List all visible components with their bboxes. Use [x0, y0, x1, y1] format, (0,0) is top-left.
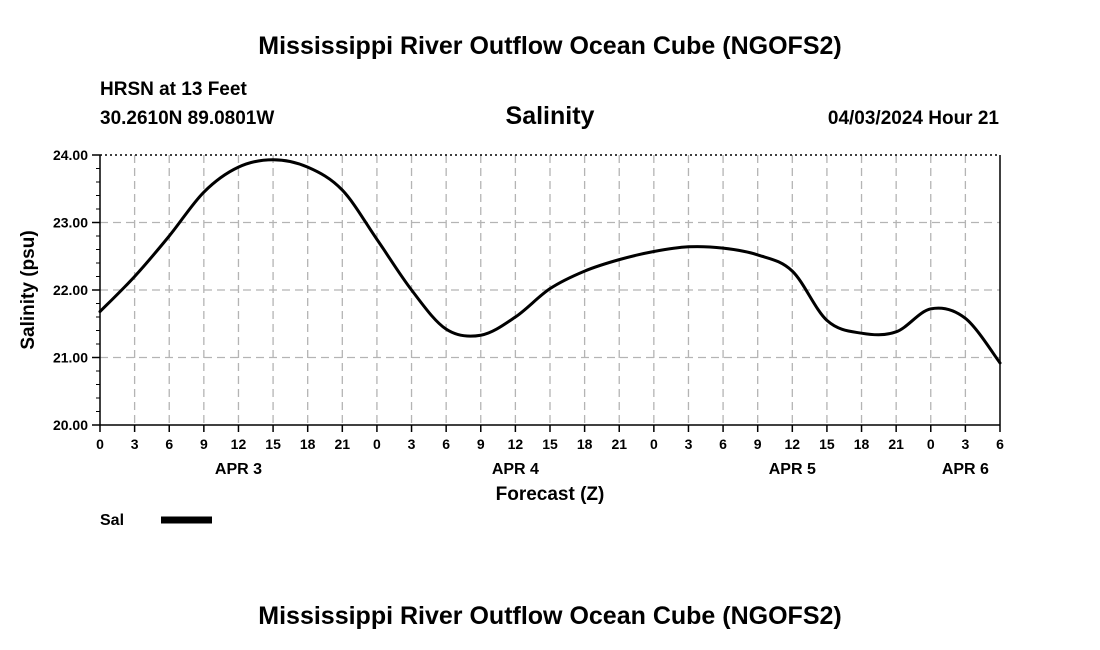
grid-layer	[100, 155, 1000, 425]
legend-label: Sal	[100, 512, 124, 529]
x-tick-label: 6	[165, 436, 173, 452]
forecast-timestamp: 04/03/2024 Hour 21	[828, 108, 1000, 129]
x-axis-label: Forecast (Z)	[496, 484, 605, 505]
x-tick-label: 0	[96, 436, 104, 452]
y-axis-label: Salinity (psu)	[18, 230, 39, 349]
legend: Sal	[100, 512, 212, 529]
x-tick-label: 18	[577, 436, 593, 452]
x-tick-label: 3	[961, 436, 969, 452]
x-tick-label: 9	[477, 436, 485, 452]
x-tick-label: 6	[442, 436, 450, 452]
y-tick-label: 21.00	[53, 350, 88, 366]
station-label: HRSN at 13 Feet	[100, 79, 247, 100]
x-tick-label: 21	[611, 436, 627, 452]
chart-bottom-title: Mississippi River Outflow Ocean Cube (NG…	[258, 602, 841, 630]
day-label: APR 3	[215, 461, 262, 478]
x-tick-label: 0	[927, 436, 935, 452]
x-tick-label: 15	[265, 436, 281, 452]
x-tick-label: 12	[785, 436, 801, 452]
x-tick-label: 9	[754, 436, 762, 452]
day-label: APR 4	[492, 461, 539, 478]
day-label: APR 5	[769, 461, 816, 478]
day-label: APR 6	[942, 461, 989, 478]
x-tick-label: 21	[888, 436, 904, 452]
series-line-sal	[98, 158, 1002, 365]
y-tick-label: 22.00	[53, 282, 88, 298]
x-tick-label: 15	[542, 436, 558, 452]
x-tick-label: 12	[231, 436, 247, 452]
x-tick-label: 6	[996, 436, 1004, 452]
x-tick-label: 18	[300, 436, 316, 452]
x-tick-label: 15	[819, 436, 835, 452]
chart-title: Salinity	[506, 102, 595, 130]
axis-layer: 20.00 21.00 22.00 23.00 24.00 0 3 6 9 12 15 18 21 0 3 6…	[53, 147, 1004, 478]
x-tick-label: 12	[508, 436, 524, 452]
x-tick-label: 9	[200, 436, 208, 452]
x-tick-label: 0	[650, 436, 658, 452]
series-layer	[98, 158, 1002, 365]
x-tick-label: 0	[373, 436, 381, 452]
coordinates-label: 30.2610N 89.0801W	[100, 108, 274, 129]
y-tick-label: 23.00	[53, 215, 88, 231]
x-tick-label: 21	[335, 436, 351, 452]
x-tick-label: 18	[854, 436, 870, 452]
x-tick-label: 3	[408, 436, 416, 452]
y-tick-label: 20.00	[53, 417, 88, 433]
y-tick-label: 24.00	[53, 147, 88, 163]
chart-top-title: Mississippi River Outflow Ocean Cube (NG…	[258, 32, 841, 60]
x-tick-label: 3	[685, 436, 693, 452]
x-tick-label: 3	[131, 436, 139, 452]
x-tick-label: 6	[719, 436, 727, 452]
